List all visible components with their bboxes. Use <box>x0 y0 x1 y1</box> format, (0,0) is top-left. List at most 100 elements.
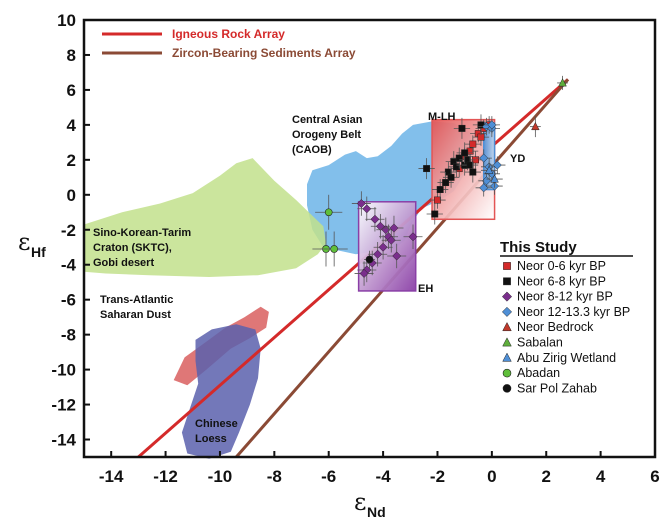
y-tick-label: -6 <box>61 291 76 310</box>
y-tick-label: -10 <box>51 361 76 380</box>
legend-label: Neor 12-13.3 kyr BP <box>517 305 630 319</box>
x-tick-label: -14 <box>99 467 124 486</box>
data-point <box>475 179 492 197</box>
data-point <box>364 250 375 269</box>
data-point <box>426 203 443 225</box>
legend-marker <box>502 368 512 378</box>
legend-label: Sar Pol Zahab <box>517 381 597 395</box>
y-tick-label: -2 <box>61 221 76 240</box>
point-marker <box>484 165 494 174</box>
legend-label: Abadan <box>517 366 560 380</box>
point-marker <box>455 154 463 162</box>
y-tick-label: 6 <box>67 81 76 100</box>
point-marker <box>466 161 474 169</box>
legend-label: Abu Zirig Wetland <box>517 351 616 365</box>
svg-text:Chinese: Chinese <box>195 418 238 430</box>
plot-frame <box>82 18 657 459</box>
y-tick-label: -12 <box>51 396 76 415</box>
point-marker <box>479 183 489 193</box>
data-point <box>368 241 388 267</box>
saharan-label-line1: Trans-Atlantic <box>100 294 173 306</box>
y-axis-title: ε Hf <box>18 228 46 260</box>
data-point <box>320 231 348 267</box>
x-tick-label: 6 <box>650 467 659 486</box>
legend-marker <box>502 384 512 393</box>
point-marker <box>469 168 477 176</box>
x-axis-title: ε Nd <box>354 488 386 520</box>
sktc-label-line2: Craton (SKTC), <box>93 242 172 254</box>
sktc-label-line3: Gobi desert <box>93 257 154 269</box>
data-point <box>387 243 407 269</box>
point-marker <box>458 124 466 132</box>
x-tick-label: -12 <box>153 467 178 486</box>
data-point <box>486 170 503 188</box>
point-marker <box>434 196 441 204</box>
x-tick-label: -4 <box>376 467 392 486</box>
point-marker <box>359 268 369 278</box>
point-marker <box>442 179 450 187</box>
point-marker <box>365 255 374 264</box>
legend-marker <box>501 291 513 302</box>
data-point <box>357 196 377 222</box>
x-tick-label: 2 <box>542 467 551 486</box>
svg-text:Sino-Korean-Tarim: Sino-Korean-Tarim <box>93 227 191 239</box>
svg-text:Central Asian: Central Asian <box>292 114 363 126</box>
svg-text:Loess: Loess <box>195 433 227 445</box>
x-tick-label: -6 <box>321 467 336 486</box>
y-tick-label: 0 <box>67 186 76 205</box>
data-point <box>529 116 541 138</box>
y-tick-label: -8 <box>61 326 76 345</box>
data-point <box>365 207 385 232</box>
sktc-label: Sino-Korean-Tarim Craton (SKTC), Gobi de… <box>93 227 191 269</box>
y-tick-label: 8 <box>67 46 76 65</box>
x-axis-epsilon: ε <box>354 488 366 516</box>
legend-marker <box>501 306 513 317</box>
y-tick-label: -14 <box>51 431 76 450</box>
legend-label: Neor 8-12 kyr BP <box>517 290 613 304</box>
region-sinokoreantarim <box>84 158 326 277</box>
legend-entry: Neor 6-8 kyr BP <box>503 274 606 288</box>
legend-entry: Neor 0-6 kyr BP <box>503 259 606 273</box>
legend-label: Neor 0-6 kyr BP <box>517 259 606 273</box>
data-point <box>483 116 501 134</box>
y-tick-label: 2 <box>67 151 76 170</box>
y-tick-label: -4 <box>61 256 77 275</box>
legend-marker <box>503 262 511 270</box>
data-point <box>418 158 435 180</box>
legend-entry: Neor Bedrock <box>502 320 594 334</box>
point-marker <box>492 160 502 170</box>
point-marker <box>453 163 460 171</box>
point-marker <box>375 221 385 231</box>
point-marker <box>461 149 469 157</box>
zircon-array-label: Zircon-Bearing Sediments Array <box>172 46 356 60</box>
boxes-layer <box>357 118 496 292</box>
point-marker <box>330 245 338 253</box>
saharan-label: Trans-Atlantic Saharan Dust <box>100 294 173 321</box>
point-marker <box>531 121 540 131</box>
data-point <box>489 156 506 174</box>
point-marker <box>373 249 383 259</box>
legend-label: Neor Bedrock <box>517 320 594 334</box>
x-tick-label: 4 <box>596 467 606 486</box>
point-marker <box>479 153 489 163</box>
x-tick-label: -8 <box>267 467 282 486</box>
data-point <box>432 179 449 201</box>
caob-label-line3: (CAOB) <box>292 144 332 156</box>
data-point <box>464 161 481 183</box>
legend-entry: Abadan <box>502 366 560 380</box>
point-marker <box>389 223 399 233</box>
region-chinese <box>181 324 261 459</box>
legend-marker <box>502 352 512 362</box>
legend-title: This Study <box>500 239 577 256</box>
x-tick-label: -10 <box>208 467 233 486</box>
loess-label: Chinese Loess <box>195 418 238 445</box>
x-tick-label: -2 <box>430 467 445 486</box>
igneous-array-label: Igneous Rock Array <box>172 27 285 41</box>
point-marker <box>490 174 499 183</box>
point-marker <box>370 214 380 224</box>
data-point <box>354 261 374 286</box>
point-marker <box>469 140 477 148</box>
eh-label: EH <box>418 283 433 295</box>
